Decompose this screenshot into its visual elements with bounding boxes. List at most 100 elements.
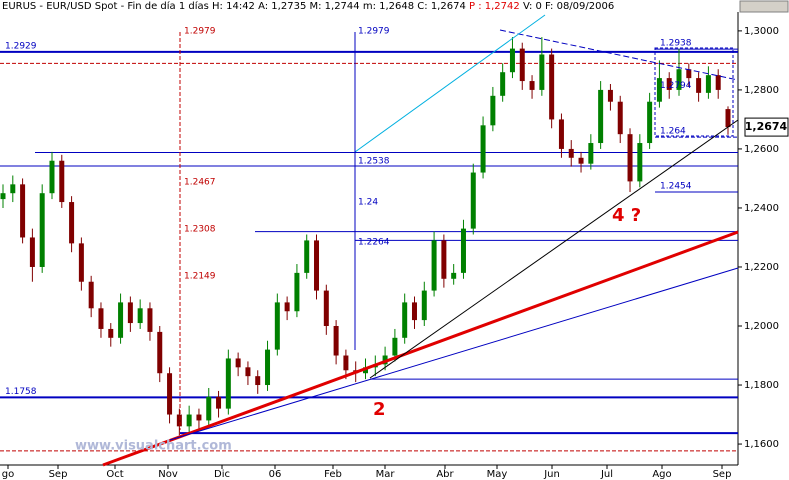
candle-body	[216, 396, 222, 409]
candle-body	[460, 228, 466, 273]
header-tail: V: 0 F: 08/09/2006	[523, 1, 614, 12]
annotation: 4 ?	[612, 205, 641, 226]
y-tick-label: 1,2800	[744, 85, 779, 96]
candle-body	[568, 148, 574, 158]
y-tick-label: 1,2200	[744, 262, 779, 273]
candle-body	[245, 367, 251, 377]
trend-line	[102, 230, 739, 467]
x-tick-label: Sep	[713, 469, 732, 480]
watermark: www.visualchart.com	[75, 439, 232, 454]
candle-body	[10, 184, 16, 194]
candle-body	[235, 358, 241, 368]
plot-area	[0, 37, 738, 452]
candle-body	[333, 326, 339, 356]
candle-body	[392, 337, 398, 356]
x-tick-label: 06	[269, 469, 282, 480]
candle-body	[147, 308, 153, 332]
candle-body	[265, 349, 271, 386]
candle-body	[118, 302, 124, 338]
x-tick-label: May	[487, 469, 508, 480]
candle-body	[676, 69, 682, 90]
candle-body	[539, 54, 545, 90]
header: EURUS - EUR/USD Spot - Fin de día 1 días…	[2, 0, 614, 12]
candle-body	[284, 302, 290, 312]
candle-body	[509, 48, 515, 73]
annotation: 2	[373, 399, 386, 420]
level-label: 1.2454	[660, 182, 692, 192]
candle-body	[451, 272, 457, 279]
candle-body	[656, 78, 662, 102]
candle-body	[411, 302, 417, 321]
header-main: EURUS - EUR/USD Spot - Fin de día 1 días…	[2, 0, 466, 12]
candle-body	[69, 202, 75, 244]
level-label: 1.1758	[5, 387, 37, 397]
x-tick-label: Sep	[49, 469, 68, 480]
candle-body	[294, 272, 300, 312]
candle-body	[323, 290, 329, 327]
level-label: 1.2929	[5, 41, 37, 51]
level-label: 1.24	[358, 197, 378, 207]
candle-body	[157, 331, 163, 374]
candle-body	[549, 54, 555, 120]
header-highlight: P : 1,2742	[469, 1, 520, 12]
candle-body	[470, 172, 476, 229]
candle-body	[137, 308, 143, 324]
y-tick-label: 1,1800	[744, 380, 779, 391]
candle-body	[304, 240, 310, 273]
candle-body	[176, 414, 182, 427]
candle-body	[167, 373, 173, 415]
x-tick-label: Oct	[106, 469, 123, 480]
candle-body	[480, 125, 486, 173]
level-label: 1.2979	[358, 27, 390, 37]
level-label: 1.2938	[660, 39, 692, 49]
candle-body	[402, 302, 408, 338]
trend-line	[369, 119, 739, 379]
candle-body	[705, 75, 711, 93]
candle-body	[255, 376, 261, 386]
candle-body	[647, 101, 653, 144]
level-label: 1.2467	[184, 178, 216, 188]
trend-line	[354, 14, 546, 153]
last-price-label: 1,2674	[745, 120, 788, 133]
trend-line	[499, 29, 739, 81]
scroll-button[interactable]	[739, 0, 789, 13]
candle-body	[98, 308, 104, 329]
candle-body	[431, 240, 437, 291]
candle-body	[421, 290, 427, 321]
candle-body	[196, 414, 202, 421]
x-tick-label: Nov	[158, 469, 178, 480]
trend-line	[169, 267, 739, 441]
level-label: 1.2979	[184, 27, 216, 37]
candle-body	[715, 75, 721, 90]
candle-body	[108, 328, 114, 338]
x-tick-label: go	[2, 469, 14, 480]
x-tick-label: Ago	[652, 469, 671, 480]
candle-body	[588, 143, 594, 164]
candle-body	[490, 95, 496, 126]
y-tick-label: 1,3000	[744, 26, 779, 37]
level-label: 1.2264	[358, 238, 390, 248]
trend-lines	[102, 14, 739, 467]
level-label: 1.2308	[184, 225, 216, 235]
y-tick-label: 1,2600	[744, 144, 779, 155]
candle-body	[607, 89, 613, 102]
box	[654, 47, 734, 137]
candle-body	[617, 101, 623, 135]
y-tick-label: 1,2000	[744, 321, 779, 332]
candle-body	[725, 109, 731, 128]
last-price-box	[744, 117, 789, 137]
candle-body	[88, 281, 94, 309]
candle-body	[39, 193, 45, 267]
y-tick-label: 1,2400	[744, 203, 779, 214]
candle-body	[225, 358, 231, 409]
candle-body	[666, 78, 672, 90]
x-tick-label: Feb	[324, 469, 342, 480]
level-label: 1.2794	[660, 81, 692, 91]
x-tick-label: Mar	[376, 469, 396, 480]
candle-body	[274, 302, 280, 350]
candle-body	[59, 160, 65, 203]
candle-body	[686, 69, 692, 79]
candle-body	[578, 157, 584, 164]
level-label: 1.2538	[358, 157, 390, 167]
